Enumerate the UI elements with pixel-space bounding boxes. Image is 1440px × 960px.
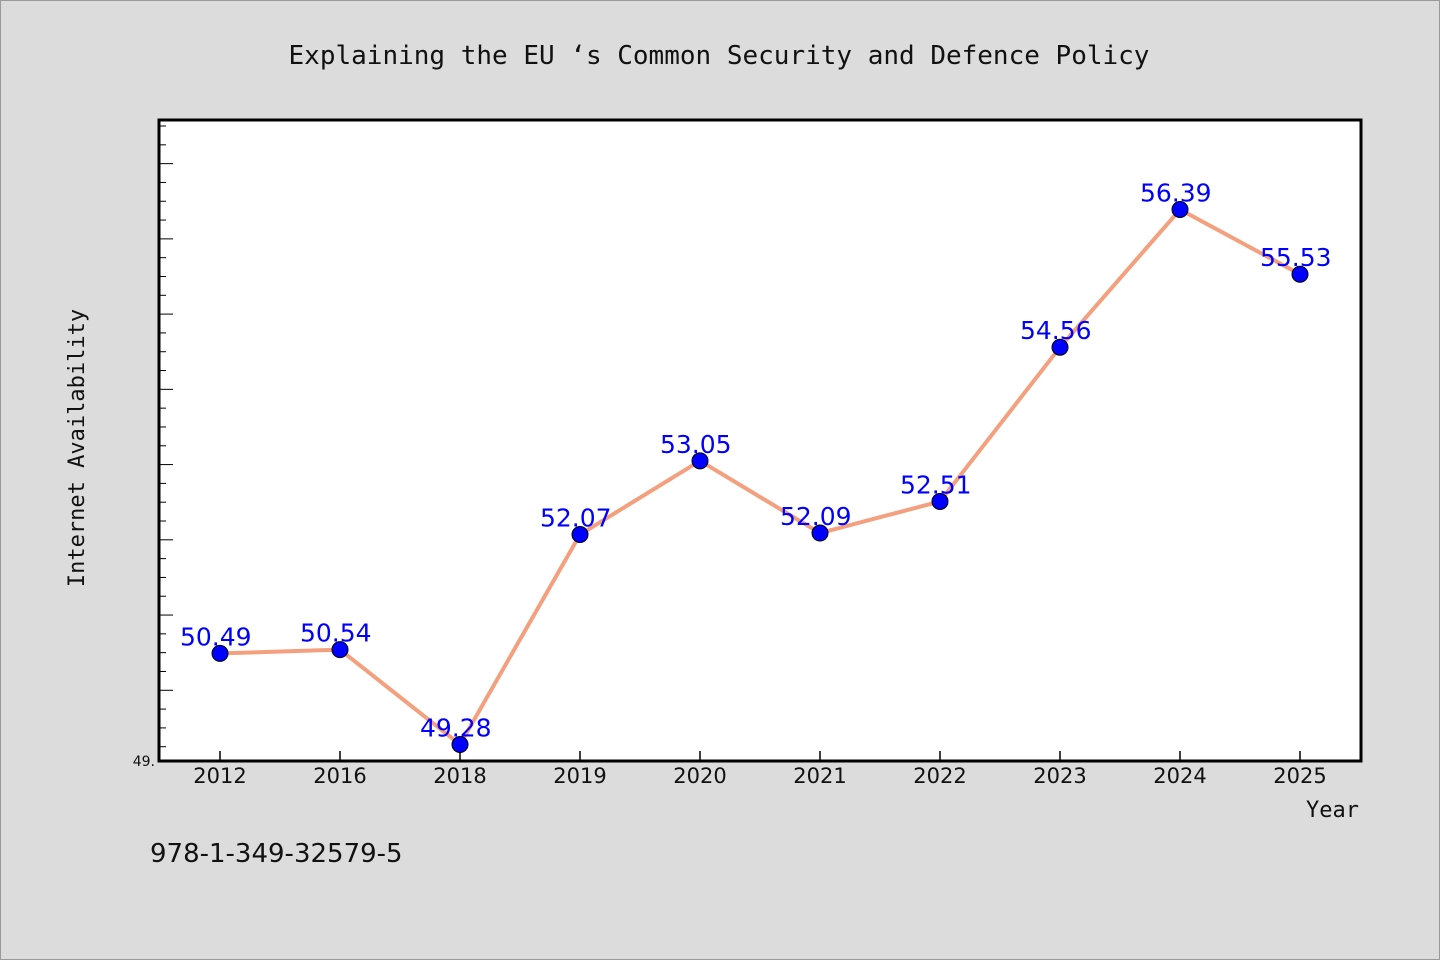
x-tick-label: 2019: [553, 764, 606, 788]
x-tick-label: 2012: [193, 764, 246, 788]
x-axis-label: Year: [1306, 798, 1359, 823]
series-line: [219, 207, 1301, 747]
data-label: 55.53: [1260, 243, 1332, 272]
data-label: 50.49: [180, 622, 252, 651]
data-label: 52.07: [540, 504, 612, 533]
x-tick-label: 2020: [673, 764, 726, 788]
x-axis-ticks: [219, 751, 1301, 761]
data-point: [571, 526, 589, 544]
x-tick-label: 2021: [793, 764, 846, 788]
x-tick-label: 2018: [433, 764, 486, 788]
data-point: [1051, 338, 1069, 356]
data-point: [1171, 201, 1189, 219]
data-point: [1291, 265, 1309, 283]
data-point: [811, 524, 829, 542]
x-axis-tick-labels: 2012 2016 2018 2019 2020 2021 2022 2023 2024 2025: [193, 764, 1326, 788]
series-markers: [211, 201, 1309, 753]
data-labels: 50.49 50.54 49.28 52.07 53.05 52.09 52.51 54.56…: [180, 179, 1332, 743]
data-point: [331, 641, 349, 659]
y-axis-label: Internet Availability: [65, 309, 90, 587]
x-tick-label: 2024: [1153, 764, 1206, 788]
data-point: [451, 735, 469, 753]
x-tick-label: 2023: [1033, 764, 1086, 788]
data-label: 56.39: [1140, 179, 1212, 208]
data-label: 50.54: [300, 619, 372, 648]
data-point: [691, 452, 709, 470]
data-label: 52.51: [900, 470, 972, 499]
isbn-label: 978-1-349-32579-5: [150, 839, 403, 869]
y-min-label: 49.: [133, 754, 155, 770]
data-label: 52.09: [780, 502, 852, 531]
data-label: 53.05: [660, 430, 732, 459]
x-tick-label: 2022: [913, 764, 966, 788]
data-point: [211, 644, 229, 662]
chart-title: Explaining the EU ‘s Common Security and…: [289, 41, 1150, 71]
plot-area: [157, 118, 1363, 763]
x-tick-label: 2016: [313, 764, 366, 788]
data-point: [931, 492, 949, 510]
y-axis-ticks: [159, 125, 173, 748]
data-label: 49.28: [420, 713, 492, 742]
x-tick-label: 2025: [1273, 764, 1326, 788]
data-label: 54.56: [1020, 316, 1092, 345]
